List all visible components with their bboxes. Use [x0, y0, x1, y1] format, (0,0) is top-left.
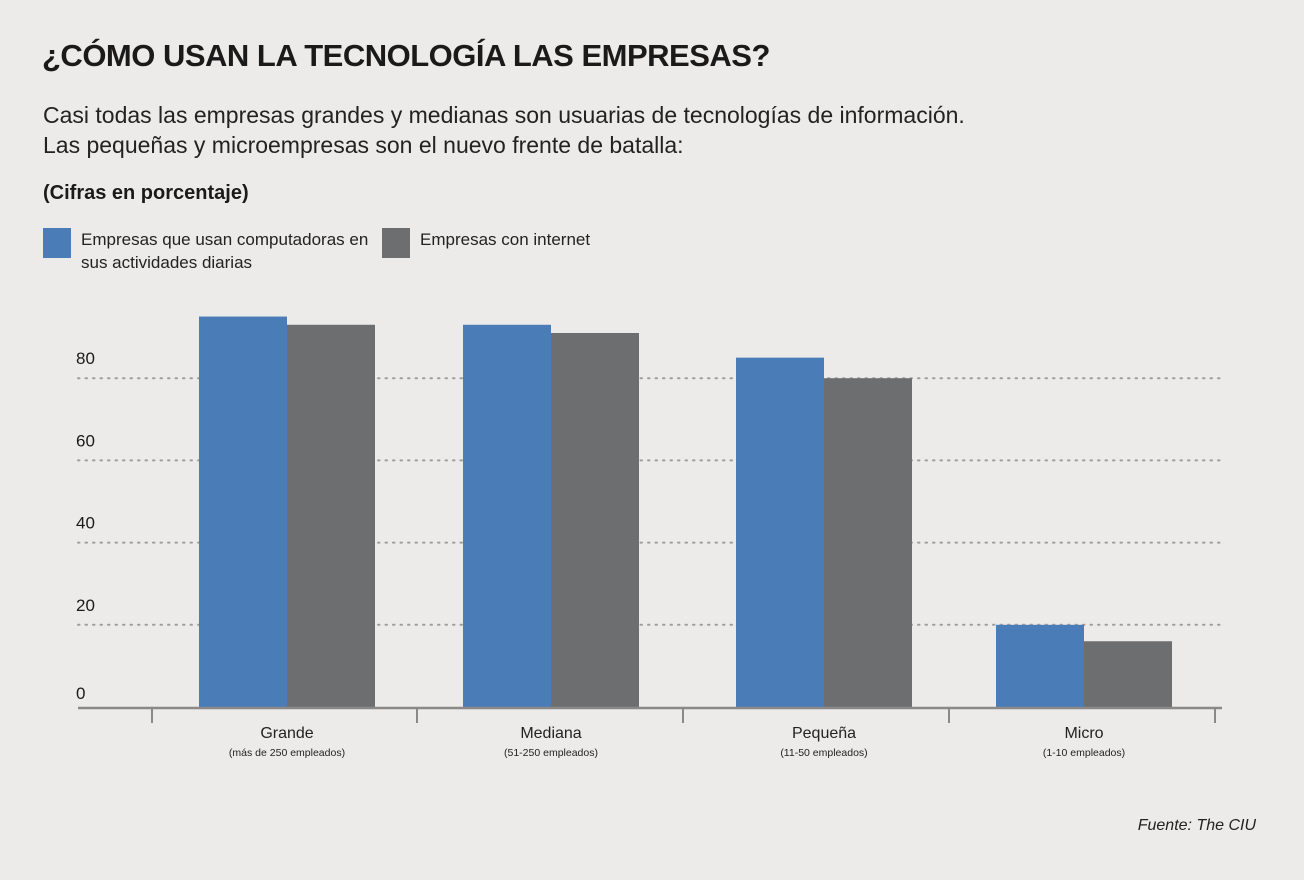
bar-computers: [736, 357, 824, 707]
bar-internet: [551, 332, 639, 707]
y-tick-label: 80: [76, 349, 95, 368]
legend-item-internet: Empresas con internet: [382, 228, 590, 258]
chart-title: ¿CÓMO USAN LA TECNOLOGÍA LAS EMPRESAS?: [42, 38, 770, 73]
legend-swatch-blue: [43, 228, 71, 258]
bar-computers: [463, 324, 551, 707]
x-category-sublabel: (51-250 empleados): [504, 747, 598, 759]
y-tick-label: 60: [76, 431, 95, 450]
source-note: Fuente: The CIU: [1137, 817, 1256, 834]
subtitle-line: Las pequeñas y microempresas son el nuev…: [43, 132, 684, 158]
chart-subtitle: Casi todas las empresas grandes y median…: [43, 100, 965, 160]
legend-label: Empresas con internet: [420, 230, 591, 249]
bar-internet: [287, 324, 375, 707]
x-category-sublabel: (11-50 empleados): [780, 747, 867, 759]
bar-computers: [199, 316, 287, 707]
y-tick-label: 20: [76, 596, 95, 615]
x-category-label: Grande: [260, 725, 313, 742]
legend-item-computers: Empresas que usan computadoras en sus ac…: [43, 228, 371, 274]
legend-label: Empresas que usan computadoras en sus ac…: [81, 230, 369, 272]
subtitle-line: Casi todas las empresas grandes y median…: [43, 102, 965, 128]
x-category-label: Micro: [1064, 725, 1103, 742]
x-category-sublabel: (más de 250 empleados): [229, 747, 345, 759]
x-category-sublabel: (1-10 empleados): [1043, 747, 1125, 759]
units-label: (Cifras en porcentaje): [43, 182, 249, 204]
y-tick-label: 40: [76, 514, 95, 533]
legend-swatch-gray: [382, 228, 410, 258]
y-tick-label: 0: [76, 684, 85, 703]
bar-internet: [824, 378, 912, 707]
x-category-label: Mediana: [520, 725, 581, 742]
bar-computers: [996, 624, 1084, 707]
bar-internet: [1084, 641, 1172, 707]
x-category-label: Pequeña: [792, 725, 856, 742]
